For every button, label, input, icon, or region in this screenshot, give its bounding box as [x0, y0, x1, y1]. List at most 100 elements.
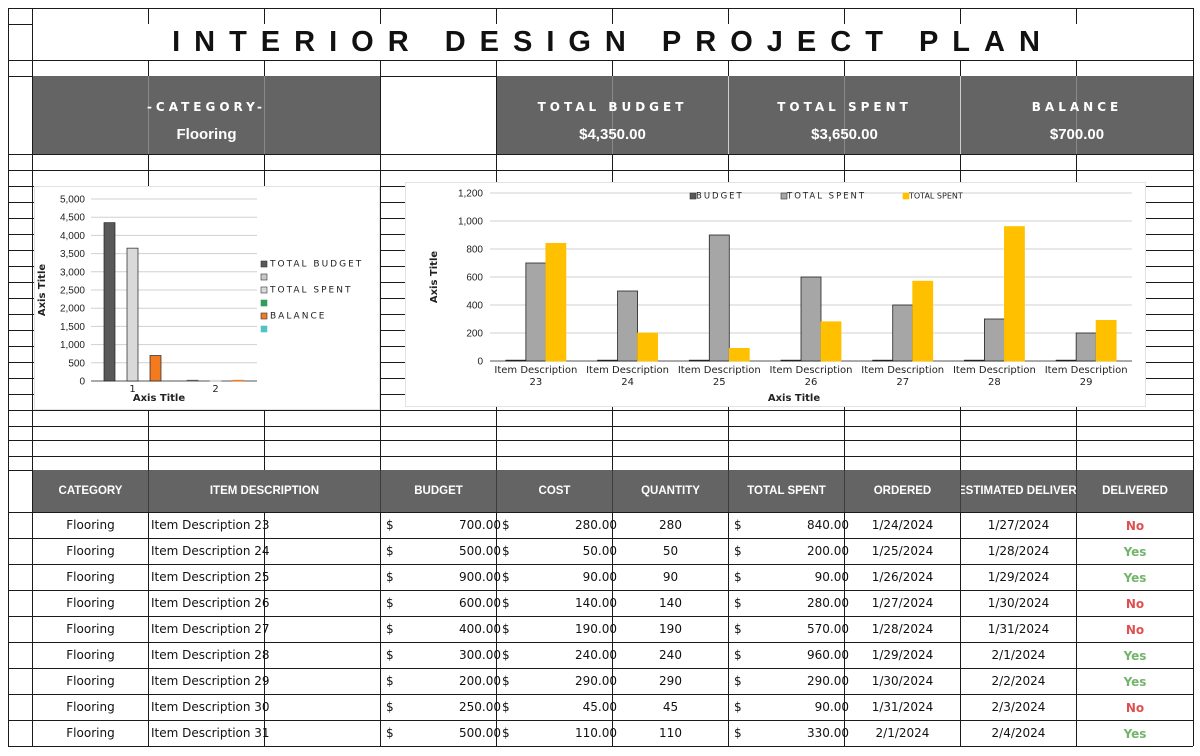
table-row[interactable]: Flooring Item Description 30 $250.00 $45.00… — [0, 694, 1200, 720]
cell-estimated-delivery[interactable]: 1/31/2024 — [987, 622, 1050, 636]
cell-item-description[interactable]: Item Description 30 — [151, 700, 270, 714]
cell-estimated-delivery[interactable]: 2/4/2024 — [991, 726, 1046, 740]
cell-category[interactable]: Flooring — [66, 726, 115, 740]
cell-delivered[interactable]: Yes — [1077, 720, 1193, 746]
cell-cost[interactable]: 45.00 — [582, 700, 617, 714]
header-cost[interactable]: COST — [538, 485, 571, 497]
cell-estimated-delivery[interactable]: 1/28/2024 — [987, 544, 1050, 558]
header-item-description[interactable]: ITEM DESCRIPTION — [209, 485, 320, 497]
cell-category[interactable]: Flooring — [66, 596, 115, 610]
cell-item-description[interactable]: Item Description 31 — [151, 726, 270, 740]
cell-cost[interactable]: 140.00 — [575, 596, 617, 610]
cell-total-spent[interactable]: 90.00 — [814, 570, 849, 584]
cell-delivered[interactable]: Yes — [1077, 564, 1193, 590]
cell-delivered[interactable]: No — [1077, 616, 1193, 642]
category-summary[interactable]: -CATEGORY- Flooring — [33, 76, 380, 154]
balance-cell[interactable]: BALANCE $700.00 — [961, 76, 1193, 154]
cell-budget[interactable]: 250.00 — [459, 700, 501, 714]
cell-item-description[interactable]: Item Description 28 — [151, 648, 270, 662]
table-row[interactable]: Flooring Item Description 27 $400.00 $190.0… — [0, 616, 1200, 642]
table-row[interactable]: Flooring Item Description 29 $200.00 $290.0… — [0, 668, 1200, 694]
cell-category[interactable]: Flooring — [66, 648, 115, 662]
cell-delivered[interactable]: No — [1077, 694, 1193, 720]
table-row[interactable]: Flooring Item Description 24 $500.00 $50.00… — [0, 538, 1200, 564]
cell-quantity[interactable]: 110 — [659, 726, 682, 740]
cell-cost[interactable]: 240.00 — [575, 648, 617, 662]
cell-delivered[interactable]: No — [1077, 512, 1193, 538]
cell-category[interactable]: Flooring — [66, 544, 115, 558]
cell-budget[interactable]: 300.00 — [459, 648, 501, 662]
table-row[interactable]: Flooring Item Description 26 $600.00 $140.0… — [0, 590, 1200, 616]
cell-category[interactable]: Flooring — [66, 570, 115, 584]
cell-estimated-delivery[interactable]: 1/27/2024 — [987, 518, 1050, 532]
cell-estimated-delivery[interactable]: 2/3/2024 — [991, 700, 1046, 714]
table-row[interactable]: Flooring Item Description 31 $500.00 $110.0… — [0, 720, 1200, 746]
cell-cost[interactable]: 280.00 — [575, 518, 617, 532]
table-row[interactable]: Flooring Item Description 28 $300.00 $240.0… — [0, 642, 1200, 668]
cell-total-spent[interactable]: 960.00 — [807, 648, 849, 662]
cell-delivered[interactable]: Yes — [1077, 642, 1193, 668]
cell-total-spent[interactable]: 90.00 — [814, 700, 849, 714]
cell-ordered[interactable]: 1/24/2024 — [871, 518, 934, 532]
cell-estimated-delivery[interactable]: 2/1/2024 — [991, 648, 1046, 662]
items-chart[interactable]: 0 200 400 600 800 1,000 1,200 Item Description 2… — [405, 182, 1146, 407]
cell-quantity[interactable]: 140 — [659, 596, 682, 610]
cell-budget[interactable]: 500.00 — [459, 726, 501, 740]
cell-ordered[interactable]: 1/26/2024 — [871, 570, 934, 584]
header-estimated-delivery[interactable]: ESTIMATED DELIVERY — [961, 485, 1076, 497]
cell-cost[interactable]: 190.00 — [575, 622, 617, 636]
cell-item-description[interactable]: Item Description 25 — [151, 570, 270, 584]
cell-item-description[interactable]: Item Description 29 — [151, 674, 270, 688]
cell-ordered[interactable]: 1/25/2024 — [871, 544, 934, 558]
header-quantity[interactable]: QUANTITY — [641, 485, 700, 497]
cell-ordered[interactable]: 1/28/2024 — [871, 622, 934, 636]
header-budget[interactable]: BUDGET — [414, 485, 463, 497]
cell-total-spent[interactable]: 840.00 — [807, 518, 849, 532]
cell-ordered[interactable]: 1/31/2024 — [871, 700, 934, 714]
cell-budget[interactable]: 700.00 — [459, 518, 501, 532]
cell-cost[interactable]: 90.00 — [582, 570, 617, 584]
cell-item-description[interactable]: Item Description 26 — [151, 596, 270, 610]
total-budget-cell[interactable]: TOTAL BUDGET $4,350.00 — [497, 76, 728, 154]
cell-total-spent[interactable]: 290.00 — [807, 674, 849, 688]
cell-total-spent[interactable]: 570.00 — [807, 622, 849, 636]
cell-total-spent[interactable]: 200.00 — [807, 544, 849, 558]
cell-quantity[interactable]: 45 — [662, 700, 679, 714]
cell-delivered[interactable]: Yes — [1077, 538, 1193, 564]
cell-item-description[interactable]: Item Description 24 — [151, 544, 270, 558]
cell-ordered[interactable]: 2/1/2024 — [875, 726, 930, 740]
header-total-spent[interactable]: TOTAL SPENT — [747, 485, 826, 497]
header-ordered[interactable]: ORDERED — [873, 485, 932, 497]
cell-estimated-delivery[interactable]: 1/29/2024 — [987, 570, 1050, 584]
cell-delivered[interactable]: Yes — [1077, 668, 1193, 694]
cell-cost[interactable]: 110.00 — [575, 726, 617, 740]
summary-chart[interactable]: 0 500 1,000 1,500 2,000 2,500 3,000 3,500 4,000 4… — [34, 186, 380, 410]
cell-cost[interactable]: 290.00 — [575, 674, 617, 688]
cell-budget[interactable]: 500.00 — [459, 544, 501, 558]
cell-quantity[interactable]: 50 — [662, 544, 679, 558]
total-spent-cell[interactable]: TOTAL SPENT $3,650.00 — [729, 76, 960, 154]
cell-estimated-delivery[interactable]: 1/30/2024 — [987, 596, 1050, 610]
cell-budget[interactable]: 200.00 — [459, 674, 501, 688]
cell-ordered[interactable]: 1/27/2024 — [871, 596, 934, 610]
cell-category[interactable]: Flooring — [66, 700, 115, 714]
table-row[interactable]: Flooring Item Description 25 $900.00 $90.00… — [0, 564, 1200, 590]
cell-category[interactable]: Flooring — [66, 518, 115, 532]
cell-category[interactable]: Flooring — [66, 622, 115, 636]
cell-quantity[interactable]: 280 — [659, 518, 682, 532]
cell-budget[interactable]: 900.00 — [459, 570, 501, 584]
cell-ordered[interactable]: 1/29/2024 — [871, 648, 934, 662]
cell-ordered[interactable]: 1/30/2024 — [871, 674, 934, 688]
table-row[interactable]: Flooring Item Description 23 $700.00 $280.0… — [0, 512, 1200, 538]
cell-item-description[interactable]: Item Description 23 — [151, 518, 270, 532]
header-delivered[interactable]: DELIVERED — [1102, 485, 1168, 497]
cell-estimated-delivery[interactable]: 2/2/2024 — [991, 674, 1046, 688]
cell-category[interactable]: Flooring — [66, 674, 115, 688]
cell-budget[interactable]: 600.00 — [459, 596, 501, 610]
totals-summary[interactable]: TOTAL BUDGET $4,350.00 TOTAL SPENT $3,65… — [497, 76, 1193, 154]
cell-cost[interactable]: 50.00 — [582, 544, 617, 558]
cell-quantity[interactable]: 240 — [659, 648, 682, 662]
cell-quantity[interactable]: 190 — [659, 622, 682, 636]
cell-total-spent[interactable]: 330.00 — [807, 726, 849, 740]
